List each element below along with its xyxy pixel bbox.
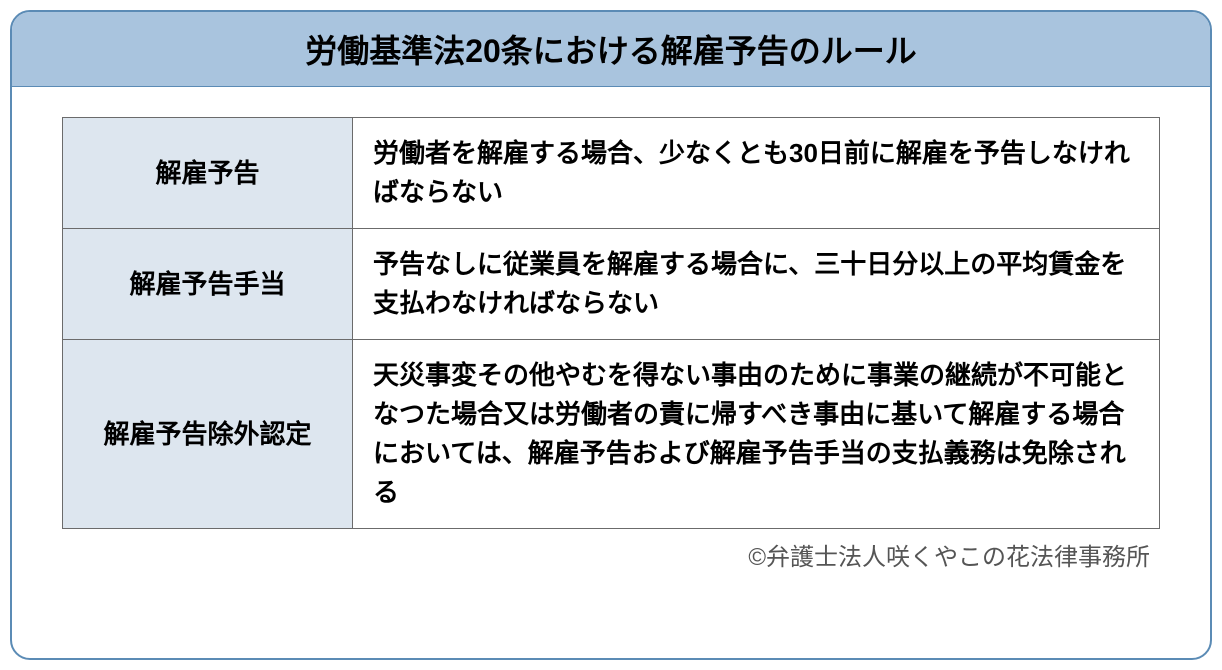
panel-title: 労働基準法20条における解雇予告のルール	[12, 12, 1210, 87]
info-panel: 労働基準法20条における解雇予告のルール 解雇予告 労働者を解雇する場合、少なく…	[10, 10, 1212, 660]
row-description: 天災事変その他やむを得ない事由のために事業の継続が不可能となつた場合又は労働者の…	[353, 340, 1160, 529]
row-label: 解雇予告除外認定	[63, 340, 353, 529]
rules-table: 解雇予告 労働者を解雇する場合、少なくとも30日前に解雇を予告しなければならない…	[62, 117, 1160, 529]
table-row: 解雇予告手当 予告なしに従業員を解雇する場合に、三十日分以上の平均賃金を支払わな…	[63, 229, 1160, 340]
table-row: 解雇予告除外認定 天災事変その他やむを得ない事由のために事業の継続が不可能となつ…	[63, 340, 1160, 529]
row-label: 解雇予告手当	[63, 229, 353, 340]
row-description: 労働者を解雇する場合、少なくとも30日前に解雇を予告しなければならない	[353, 118, 1160, 229]
panel-content: 解雇予告 労働者を解雇する場合、少なくとも30日前に解雇を予告しなければならない…	[12, 87, 1210, 658]
row-label: 解雇予告	[63, 118, 353, 229]
table-row: 解雇予告 労働者を解雇する場合、少なくとも30日前に解雇を予告しなければならない	[63, 118, 1160, 229]
copyright-text: ©弁護士法人咲くやこの花法律事務所	[62, 529, 1160, 572]
row-description: 予告なしに従業員を解雇する場合に、三十日分以上の平均賃金を支払わなければならない	[353, 229, 1160, 340]
